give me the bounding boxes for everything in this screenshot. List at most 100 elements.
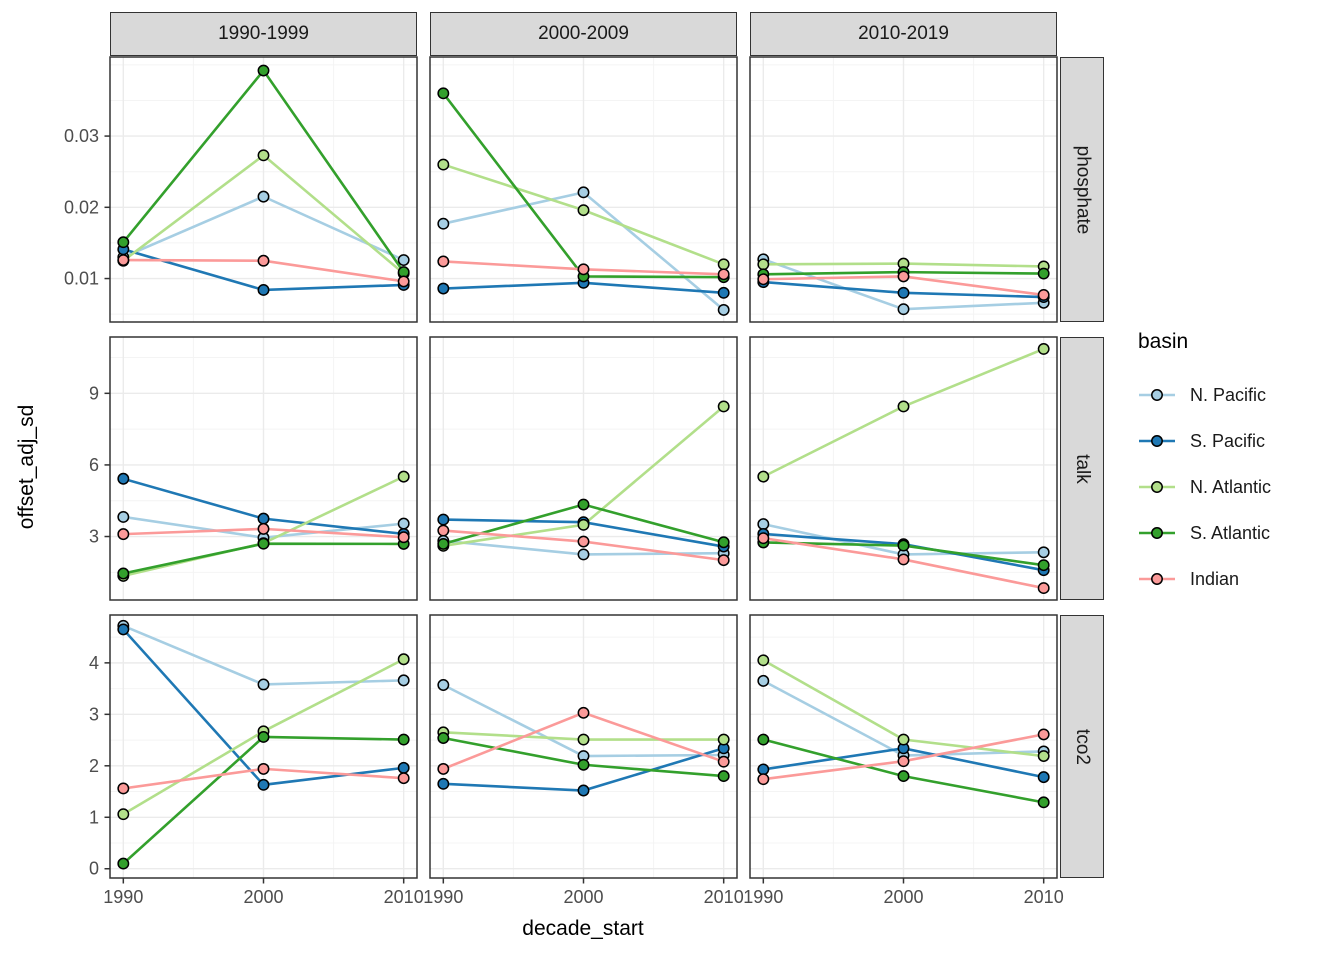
point-S. Atlantic-1990 [437,537,450,550]
point-N. Pacific-2000 [577,548,590,561]
facet-row-strip-talk: talk [1060,337,1104,600]
point-Indian-1990 [117,254,130,266]
point-S. Pacific-1990 [437,513,450,526]
point-Indian-1990 [117,528,130,541]
y-tick-label: 9 [89,383,99,403]
point-Indian-1990 [437,762,450,775]
x-tick-label: 2010 [1024,887,1064,907]
y-tick-label: 3 [89,704,99,724]
legend-title: basin [1138,330,1189,353]
point-S. Atlantic-2000 [897,539,910,552]
point-N. Atlantic-2010 [397,470,410,483]
point-Indian-1990 [117,782,130,795]
point-N. Pacific-2010 [397,254,410,266]
legend-label: Indian [1190,568,1240,589]
point-S. Pacific-1990 [117,623,130,636]
facet-column-strip-2000-2009: 2000-2009 [430,12,737,56]
legend-item-S. Pacific: S. Pacific [1138,418,1271,464]
y-tick-label: 1 [89,807,99,827]
point-N. Atlantic-2000 [577,518,590,531]
point-Indian-2010 [1037,728,1050,741]
point-N. Pacific-1990 [117,510,130,523]
legend-label: S. Atlantic [1190,522,1271,543]
point-Indian-2000 [257,762,270,775]
point-N. Atlantic-2000 [897,733,910,746]
point-S. Pacific-2000 [897,286,910,299]
x-tick-label: 2000 [243,887,283,907]
facet-column-strip-1990-1999: 1990-1999 [110,12,417,56]
point-N. Pacific-2000 [257,190,270,203]
point-N. Atlantic-1990 [757,470,770,483]
point-Indian-2000 [577,535,590,548]
legend-label: N. Atlantic [1190,476,1272,497]
legend-key-icon [1139,481,1175,493]
point-S. Atlantic-2000 [257,64,270,77]
point-Indian-1990 [757,773,770,786]
legend-item-S. Atlantic: S. Atlantic [1138,510,1271,556]
panel-tco2-2000-2009 [429,614,738,879]
panel-phosphate-1990-1999 [109,56,418,323]
point-Indian-2000 [897,270,910,283]
point-N. Pacific-2010 [397,674,410,687]
point-N. Atlantic-2000 [577,733,590,746]
point-N. Pacific-2010 [397,517,410,530]
x-tick-label: 2000 [563,887,603,907]
point-S. Atlantic-1990 [757,733,770,746]
point-Indian-2000 [897,553,910,566]
point-N. Pacific-2000 [577,186,590,199]
legend-key-icon [1139,435,1175,447]
point-N. Atlantic-2000 [257,149,270,162]
point-S. Atlantic-1990 [117,857,130,870]
legend-item-Indian: Indian [1138,556,1271,602]
x-tick-label: 1990 [423,887,463,907]
point-N. Pacific-1990 [757,674,770,687]
point-N. Pacific-1990 [757,518,770,531]
x-tick-label: 1990 [743,887,783,907]
x-tick-label: 2010 [704,887,744,907]
legend-key-icon [1139,527,1175,539]
facet-column-strip-2010-2019: 2010-2019 [750,12,1057,56]
point-S. Pacific-1990 [437,282,450,295]
point-N. Pacific-1990 [437,217,450,230]
x-tick-label: 2010 [384,887,424,907]
facet-column-label: 2010-2019 [858,23,949,44]
point-S. Atlantic-2000 [577,498,590,511]
point-N. Atlantic-2010 [1037,342,1050,355]
point-N. Atlantic-2010 [717,733,730,746]
point-Indian-2000 [897,755,910,768]
panel-talk-1990-1999 [109,336,418,601]
point-S. Pacific-1990 [437,777,450,790]
facet-row-label: talk [1071,453,1093,484]
legend-key-icon [1139,389,1175,401]
point-Indian-2010 [397,275,410,288]
point-S. Pacific-2000 [257,778,270,791]
point-S. Atlantic-1990 [117,236,130,249]
point-S. Pacific-2010 [1037,771,1050,784]
x-tick-label: 1990 [103,887,143,907]
point-N. Atlantic-2000 [897,400,910,413]
facet-row-strip-phosphate: phosphate [1060,57,1104,322]
point-S. Atlantic-1990 [117,567,130,580]
point-N. Pacific-2010 [717,303,730,316]
point-N. Atlantic-2000 [577,204,590,217]
y-tick-label: 0.03 [64,126,99,146]
point-Indian-1990 [437,524,450,537]
point-Indian-2010 [1037,582,1050,595]
point-N. Pacific-2010 [1037,546,1050,559]
y-tick-label: 0.01 [64,269,99,289]
point-S. Pacific-2010 [397,761,410,774]
point-S. Atlantic-2010 [717,536,730,549]
panel-talk-2010-2019 [749,336,1058,601]
point-S. Atlantic-2000 [577,758,590,771]
facet-column-label: 1990-1999 [218,23,309,44]
y-tick-label: 2 [89,756,99,776]
legend: basin N. Pacific S. Pacific N. Atlantic S. … [1138,330,1271,602]
point-N. Atlantic-2010 [717,400,730,413]
legend-item-N. Pacific: N. Pacific [1138,372,1271,418]
panel-tco2-1990-1999 [109,614,418,879]
point-Indian-2010 [717,554,730,567]
facet-row-label: tco2 [1071,728,1093,765]
point-S. Pacific-2000 [257,512,270,525]
